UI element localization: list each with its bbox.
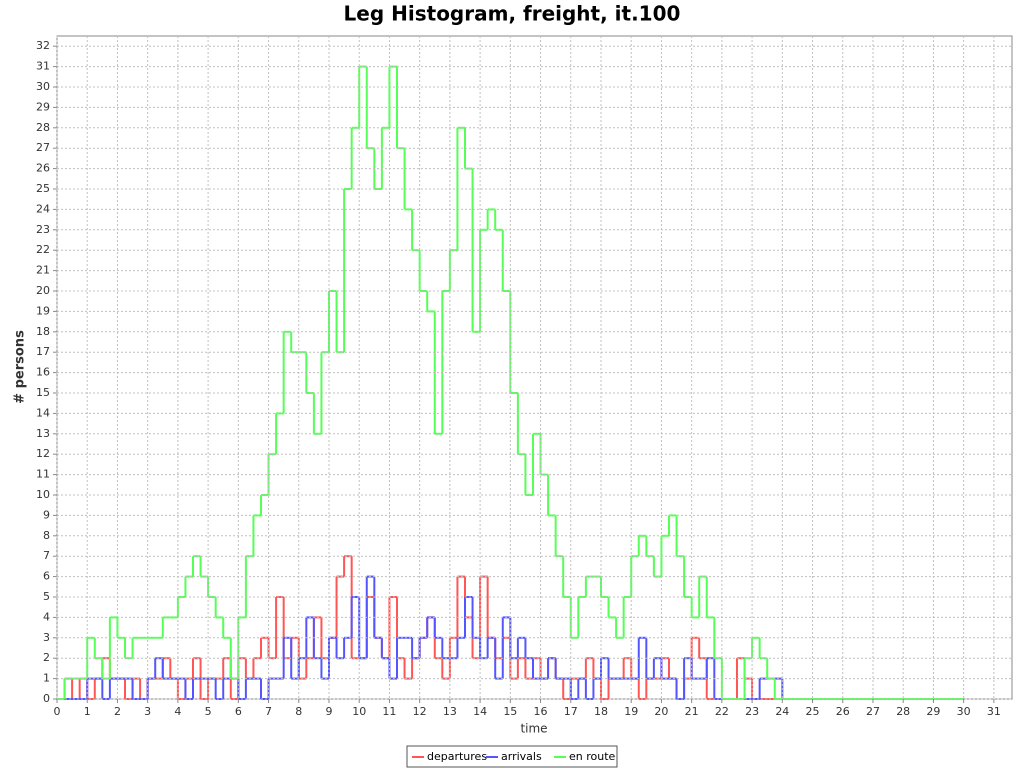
x-axis-label: time [520,722,547,736]
x-tick-label: 5 [205,705,212,718]
legend [406,745,618,768]
x-tick-label: 8 [295,705,302,718]
y-tick-label: 26 [36,162,50,175]
y-tick-label: 22 [36,243,50,256]
x-tick-label: 14 [473,705,487,718]
y-tick-label: 11 [36,468,50,481]
y-tick-label: 13 [36,427,50,440]
y-tick-label: 16 [36,366,50,379]
x-tick-label: 29 [926,705,940,718]
y-tick-label: 17 [36,345,50,358]
x-tick-label: 16 [534,705,548,718]
y-tick-label: 12 [36,447,50,460]
x-tick-label: 27 [866,705,880,718]
y-tick-label: 3 [43,631,50,644]
x-tick-label: 6 [235,705,242,718]
x-tick-label: 10 [352,705,366,718]
y-tick-label: 25 [36,182,50,195]
legend-label: departures [427,750,487,763]
y-tick-label: 4 [43,610,50,623]
x-tick-label: 0 [54,705,61,718]
x-tick-label: 28 [896,705,910,718]
y-tick-label: 30 [36,80,50,93]
y-tick-label: 15 [36,386,50,399]
y-tick-label: 9 [43,508,50,521]
y-tick-label: 18 [36,325,50,338]
y-tick-label: 28 [36,121,50,134]
chart-title: Leg Histogram, freight, it.100 [344,2,681,26]
x-tick-label: 13 [443,705,457,718]
y-tick-label: 10 [36,488,50,501]
x-tick-label: 9 [325,705,332,718]
x-tick-label: 18 [594,705,608,718]
plot-area [56,35,1013,700]
y-axis-label: # persons [13,330,28,404]
y-tick-label: 2 [43,651,50,664]
x-tick-label: 2 [114,705,121,718]
x-tick-label: 19 [624,705,638,718]
y-tick-label: 7 [43,549,50,562]
y-tick-label: 29 [36,100,50,113]
x-tick-label: 15 [503,705,517,718]
x-tick-label: 24 [775,705,789,718]
x-tick-label: 25 [806,705,820,718]
x-tick-label: 7 [265,705,272,718]
x-tick-label: 23 [745,705,759,718]
x-tick-label: 20 [654,705,668,718]
y-tick-label: 0 [43,692,50,705]
y-tick-label: 14 [36,406,50,419]
y-tick-label: 20 [36,284,50,297]
legend-label: arrivals [501,750,542,763]
x-tick-label: 17 [564,705,578,718]
y-tick-label: 23 [36,223,50,236]
x-tick-label: 21 [685,705,699,718]
y-tick-label: 21 [36,264,50,277]
y-tick-label: 19 [36,304,50,317]
x-tick-label: 26 [836,705,850,718]
y-tick-label: 1 [43,672,50,685]
y-tick-label: 24 [36,202,50,215]
x-tick-label: 4 [174,705,181,718]
x-tick-label: 22 [715,705,729,718]
y-tick-label: 27 [36,141,50,154]
x-tick-label: 1 [84,705,91,718]
y-tick-label: 32 [36,39,50,52]
y-tick-label: 31 [36,60,50,73]
y-tick-label: 6 [43,570,50,583]
y-tick-label: 8 [43,529,50,542]
x-tick-label: 31 [987,705,1001,718]
y-tick-label: 5 [43,590,50,603]
legend-label: en route [569,750,616,763]
x-tick-label: 30 [957,705,971,718]
x-tick-label: 12 [413,705,427,718]
x-tick-label: 3 [144,705,151,718]
x-tick-label: 11 [382,705,396,718]
